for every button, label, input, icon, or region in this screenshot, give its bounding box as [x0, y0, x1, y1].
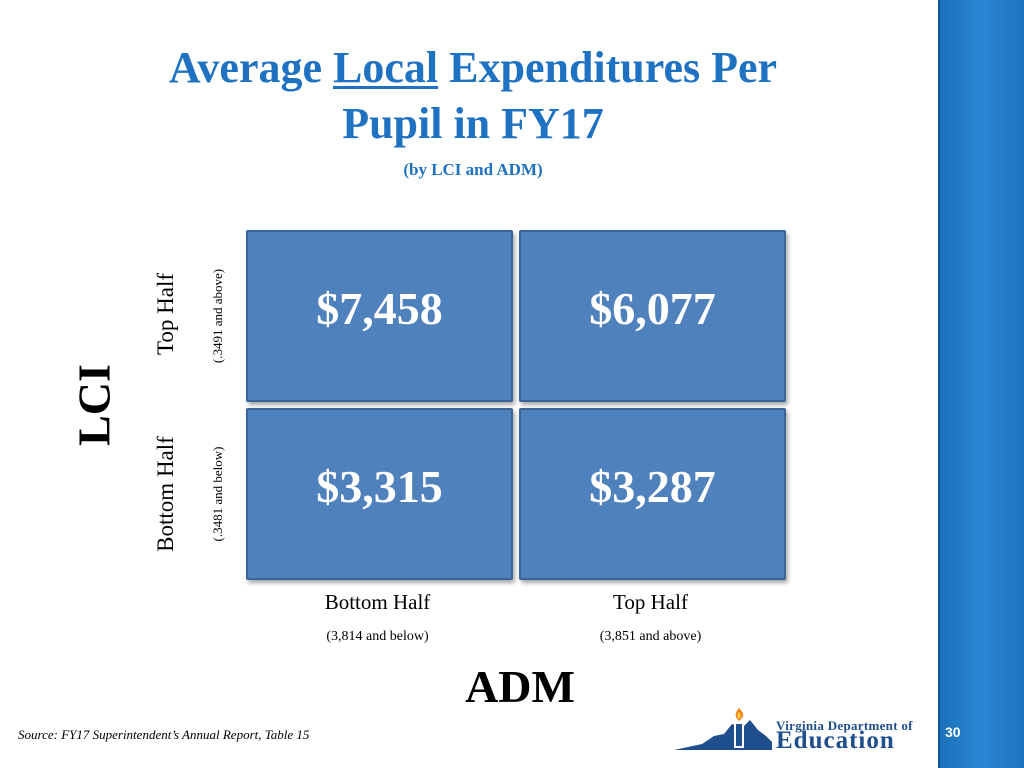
col-label-top-half: Top Half [613, 590, 688, 614]
lci-axis-label: LCI [68, 364, 120, 446]
title-underlined-word: Local [333, 43, 439, 92]
adm-axis-label: ADM [465, 661, 575, 712]
slide-title: Average Local Expenditures Per Pupil in … [0, 40, 946, 152]
title-line-2: Pupil in FY17 [342, 99, 604, 148]
cell-lci-bottom-adm-top: $3,287 [519, 408, 786, 580]
source-note: Source: FY17 Superintendent’s Annual Rep… [18, 727, 310, 742]
cell-lci-top-adm-top: $6,077 [519, 230, 786, 402]
cell-lci-top-adm-bottom: $7,458 [246, 230, 513, 402]
vdoe-logo: Virginia Department of Education [672, 706, 930, 754]
row-sublabel-top-half: (.3491 and above) [210, 268, 225, 364]
slide-subtitle: (by LCI and ADM) [403, 160, 543, 179]
cell-value-label: $3,287 [589, 460, 716, 512]
col-sublabel-top-half: (3,851 and above) [599, 629, 702, 644]
cell-value-label: $7,458 [316, 282, 443, 334]
virginia-state-map-icon [674, 708, 772, 750]
logo-line-1: Virginia Department of [776, 718, 913, 733]
slide-sidebar-bar [938, 0, 1024, 768]
logo-line-2: Education [776, 727, 895, 754]
row-label-bottom-half: Bottom Half [153, 436, 178, 552]
title-part-1: Average [168, 43, 334, 92]
col-label-bottom-half: Bottom Half [324, 590, 431, 614]
cell-value-label: $6,077 [589, 282, 716, 334]
row-sublabel-bottom-half: (.3481 and below) [210, 446, 225, 542]
title-part-2: Expenditures Per [438, 43, 778, 92]
row-label-top-half: Top Half [153, 272, 178, 356]
cell-value-label: $3,315 [316, 460, 443, 512]
col-sublabel-bottom-half: (3,814 and below) [326, 629, 429, 644]
cell-lci-bottom-adm-bottom: $3,315 [246, 408, 513, 580]
page-number: 30 [945, 724, 961, 740]
